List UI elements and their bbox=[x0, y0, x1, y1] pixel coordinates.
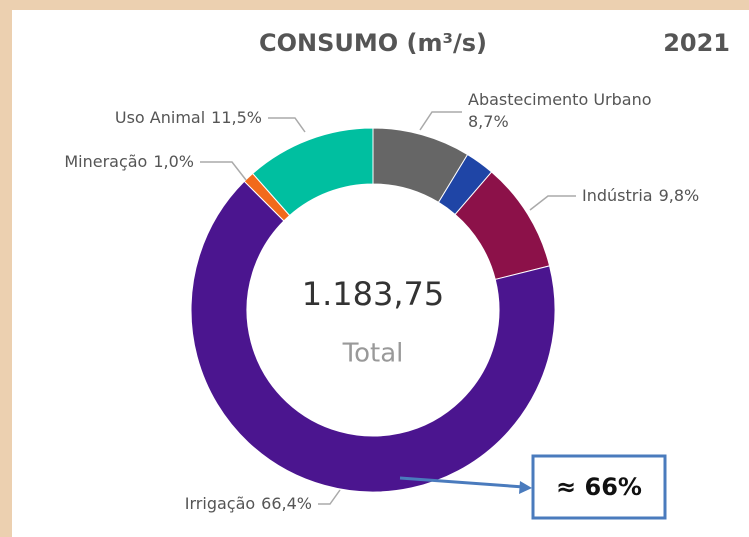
annotation-text: ≈ 66% bbox=[556, 473, 642, 501]
center-value: 1.183,75 bbox=[302, 275, 445, 313]
category-name: Abastecimento Urbano bbox=[468, 90, 652, 109]
slice-label: Uso Animal 11,5% bbox=[115, 108, 262, 127]
donut-slice bbox=[251, 127, 374, 217]
leader-line bbox=[318, 489, 341, 505]
arrow-head bbox=[519, 481, 532, 494]
value-label: 11,5% bbox=[211, 108, 262, 127]
center-label: Total bbox=[342, 339, 404, 369]
leader-line bbox=[200, 161, 247, 181]
slice-label: Mineração 1,0% bbox=[64, 152, 194, 171]
value-label: 9,8% bbox=[659, 186, 700, 205]
leader-line bbox=[529, 195, 576, 211]
slice-label: Irrigação 66,4% bbox=[185, 494, 312, 513]
donut-slice bbox=[190, 180, 556, 493]
category-name: Irrigação bbox=[185, 494, 255, 513]
chart-title: CONSUMO (m³/s) bbox=[259, 29, 487, 57]
category-name: Uso Animal bbox=[115, 108, 205, 127]
slice-label: Abastecimento Urbano 8,7% bbox=[468, 90, 652, 131]
value-label: 1,0% bbox=[153, 152, 194, 171]
donut bbox=[190, 127, 556, 493]
value-label: 8,7% bbox=[468, 112, 509, 131]
annotation-arrow bbox=[399, 476, 525, 489]
annotation-box bbox=[531, 454, 667, 520]
year-label: 2021 bbox=[663, 29, 730, 57]
slice-label: Indústria 9,8% bbox=[582, 186, 699, 205]
category-name: Indústria bbox=[582, 186, 653, 205]
leader-line bbox=[419, 111, 462, 131]
leader-line bbox=[268, 117, 306, 133]
category-name: Mineração bbox=[64, 152, 147, 171]
value-label: 66,4% bbox=[261, 494, 312, 513]
